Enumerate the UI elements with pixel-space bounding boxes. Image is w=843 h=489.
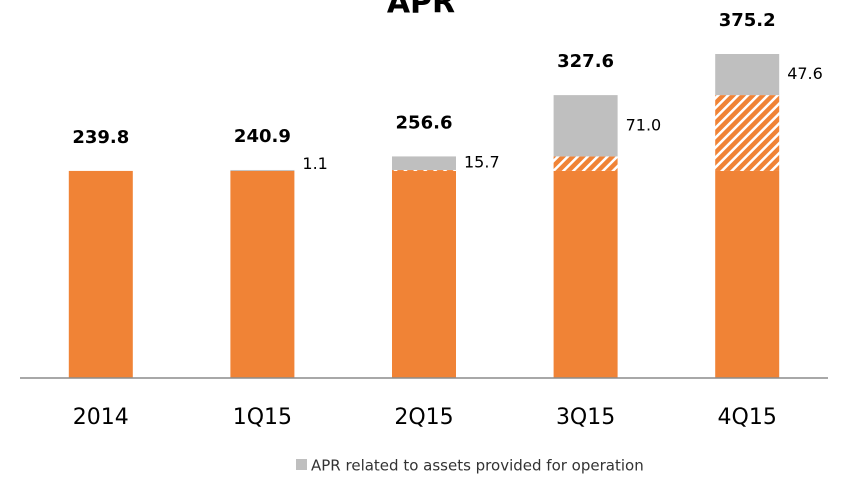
- x-tick-label: 2Q15: [394, 405, 453, 430]
- hatched-segment: [715, 95, 780, 171]
- total-label: 240.9: [234, 126, 291, 147]
- segment-label: 47.6: [787, 64, 823, 83]
- bar-segment: [715, 170, 780, 378]
- segment-label: 15.7: [464, 153, 500, 172]
- bar-segment: [553, 170, 618, 378]
- x-tick-label: 4Q15: [718, 405, 777, 430]
- total-label: 256.6: [396, 112, 453, 133]
- segment-label: 1.1: [302, 154, 327, 173]
- hatched-segment: [392, 169, 456, 171]
- total-label: 327.6: [557, 51, 614, 72]
- bar-segment: [68, 170, 133, 378]
- bar-segment: [715, 54, 780, 96]
- x-tick-label: 1Q15: [233, 405, 292, 430]
- x-tick-label: 3Q15: [556, 405, 615, 430]
- bar-segment: [392, 156, 456, 170]
- total-label: 375.2: [719, 10, 776, 31]
- legend-label: APR related to assets provided for opera…: [311, 457, 644, 475]
- segment-label: 71.0: [626, 115, 662, 134]
- hatched-segment: [553, 156, 618, 171]
- bar-segment: [230, 170, 295, 378]
- x-tick-label: 2014: [73, 405, 129, 430]
- bar-segment: [392, 170, 456, 378]
- total-label: 239.8: [72, 127, 129, 148]
- bar-segment: [553, 95, 618, 157]
- bar-segment: [230, 169, 295, 171]
- legend-swatch: [296, 459, 307, 470]
- chart-title: APR: [387, 0, 455, 21]
